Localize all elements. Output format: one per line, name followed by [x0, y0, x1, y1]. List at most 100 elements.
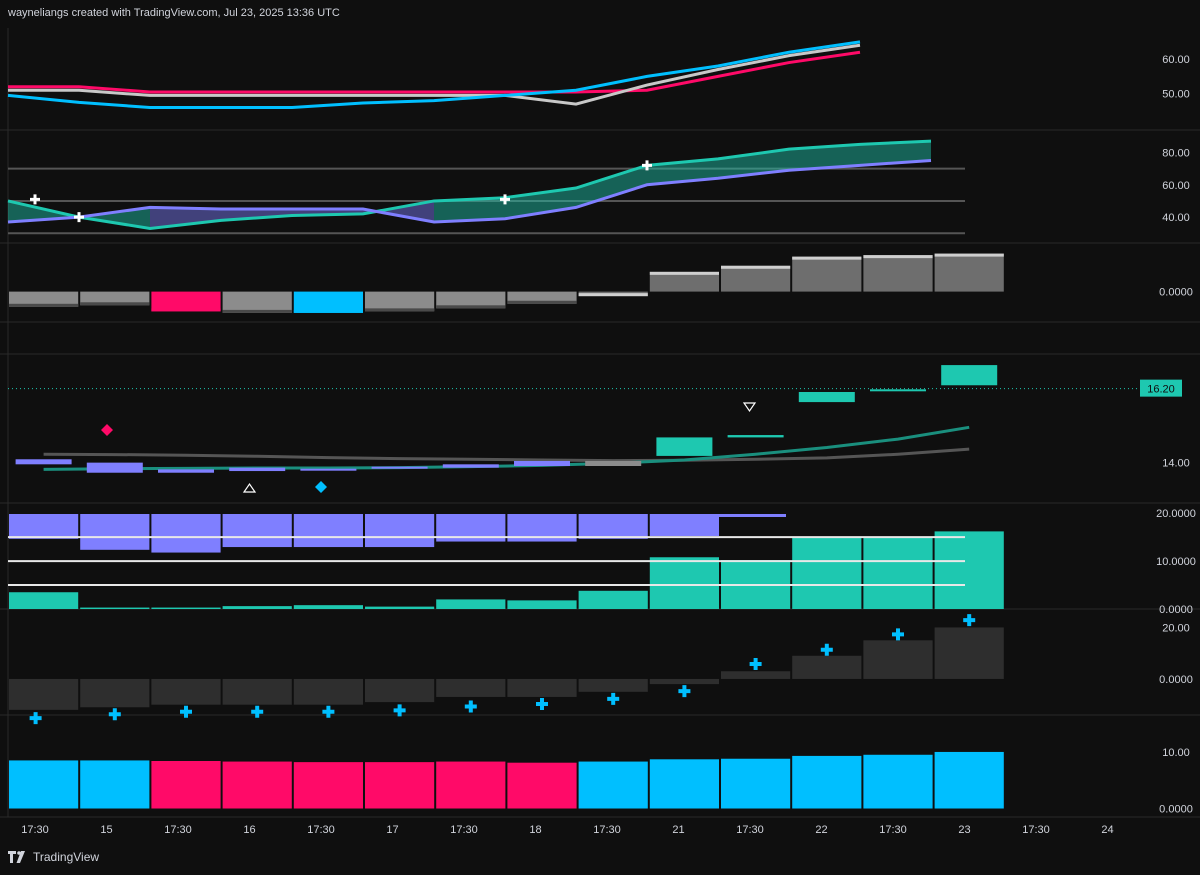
- histogram-edge: [934, 253, 1004, 257]
- volume-bar: [649, 759, 719, 809]
- volume-bar: [293, 762, 363, 809]
- momentum-cross-marker: [820, 643, 833, 656]
- histogram-bar: [365, 291, 435, 312]
- histogram-bar: [222, 291, 292, 313]
- candle: [941, 365, 998, 386]
- momentum-cross-marker: [251, 705, 264, 718]
- x-tick-label: 17:30: [450, 824, 478, 836]
- momentum-bar: [9, 678, 79, 710]
- cloud-fill: [150, 207, 221, 229]
- oscillator-upper-bar: [222, 514, 292, 548]
- oscillator-lower-bar: [649, 557, 719, 609]
- volume-bar: [863, 754, 933, 809]
- x-tick-label: 17:30: [164, 824, 192, 836]
- moving-average: [43, 447, 970, 463]
- tradingview-wordmark: TradingView: [33, 850, 100, 864]
- oscillator-upper-bar: [151, 514, 221, 553]
- momentum-bar: [222, 678, 292, 705]
- y-tick-label: 0.0000: [1159, 287, 1193, 299]
- oscillator-upper-bar: [80, 514, 150, 550]
- y-tick-label: 10.0000: [1156, 556, 1196, 568]
- cloud-fill: [221, 209, 292, 221]
- candle: [870, 389, 926, 392]
- oscillator-upper-bar: [714, 514, 786, 517]
- x-tick-label: 17:30: [307, 824, 335, 836]
- candle: [15, 459, 72, 465]
- momentum-cross-marker: [322, 705, 335, 718]
- histogram-edge: [151, 308, 221, 312]
- oscillator-lower-bar: [792, 537, 862, 609]
- oscillator-lower-bar: [293, 605, 363, 609]
- momentum-cross-marker: [108, 708, 121, 721]
- cloud-fill: [434, 197, 505, 222]
- histogram-edge: [792, 256, 862, 260]
- chart-credit: wayneliangs created with TradingView.com…: [8, 7, 340, 19]
- momentum-bar: [80, 678, 150, 708]
- momentum-bar: [151, 678, 221, 705]
- x-tick-label: 17:30: [593, 824, 621, 836]
- y-tick-label: 20.0000: [1156, 508, 1196, 520]
- x-tick-label: 17:30: [21, 824, 49, 836]
- candle: [300, 468, 357, 471]
- cloud-fill: [647, 158, 718, 185]
- x-tick-label: 24: [1101, 824, 1113, 836]
- volume-bar: [507, 762, 577, 809]
- candle: [585, 460, 642, 466]
- momentum-cross-marker: [393, 704, 406, 717]
- histogram-edge: [578, 293, 648, 297]
- y-tick-label: 20.00: [1162, 622, 1190, 634]
- cloud-fill: [576, 165, 647, 208]
- volume-bar: [578, 761, 648, 809]
- oscillator-upper-bar: [649, 514, 719, 537]
- candle: [514, 460, 570, 466]
- histogram-edge: [863, 255, 933, 259]
- oscillator-lower-bar: [222, 606, 292, 609]
- cross-marker: [642, 160, 652, 171]
- oscillator-lower-bar: [9, 592, 79, 609]
- histogram-bar: [9, 291, 79, 307]
- y-tick-label: 60.00: [1162, 180, 1190, 192]
- momentum-bar: [293, 678, 363, 705]
- cross-marker: [74, 212, 84, 223]
- momentum-bar: [721, 671, 791, 679]
- x-tick-label: 22: [815, 824, 827, 836]
- volume-bar: [436, 761, 506, 809]
- histogram-edge: [9, 303, 79, 307]
- y-tick-label: 10.00: [1162, 747, 1190, 759]
- histogram-bar: [507, 291, 577, 304]
- line-series: [7, 139, 932, 230]
- momentum-cross-marker: [536, 697, 548, 710]
- y-tick-label: 0.0000: [1159, 804, 1193, 816]
- candle: [727, 435, 784, 438]
- down-triangle-marker: [742, 402, 757, 413]
- histogram-bar: [649, 271, 719, 292]
- volume-bar: [792, 755, 862, 809]
- momentum-bar: [365, 678, 435, 703]
- cross-marker: [30, 194, 40, 205]
- momentum-cross-marker: [892, 628, 904, 641]
- momentum-bar: [863, 640, 933, 679]
- volume-bar: [721, 758, 791, 809]
- histogram-edge: [365, 308, 435, 312]
- cloud-fill: [363, 200, 434, 222]
- momentum-cross-marker: [607, 692, 620, 705]
- oscillator-lower-bar: [578, 590, 648, 609]
- histogram-edge: [649, 271, 719, 275]
- histogram-edge: [507, 300, 577, 304]
- momentum-cross-marker: [29, 712, 42, 725]
- x-tick-label: 15: [100, 824, 112, 836]
- histogram-bar: [934, 253, 1004, 292]
- tradingview-brand[interactable]: TradingView: [8, 850, 99, 864]
- momentum-bar: [649, 678, 719, 685]
- candle: [158, 469, 214, 473]
- histogram-bar: [293, 291, 363, 313]
- volume-bar: [365, 762, 435, 809]
- x-tick-label: 23: [958, 824, 970, 836]
- momentum-cross-marker: [678, 685, 691, 698]
- momentum-bar: [436, 678, 506, 697]
- x-tick-label: 17:30: [879, 824, 907, 836]
- tradingview-logo-icon: [8, 851, 25, 863]
- oscillator-lower-bar: [934, 531, 1004, 609]
- up-triangle-marker: [242, 482, 257, 493]
